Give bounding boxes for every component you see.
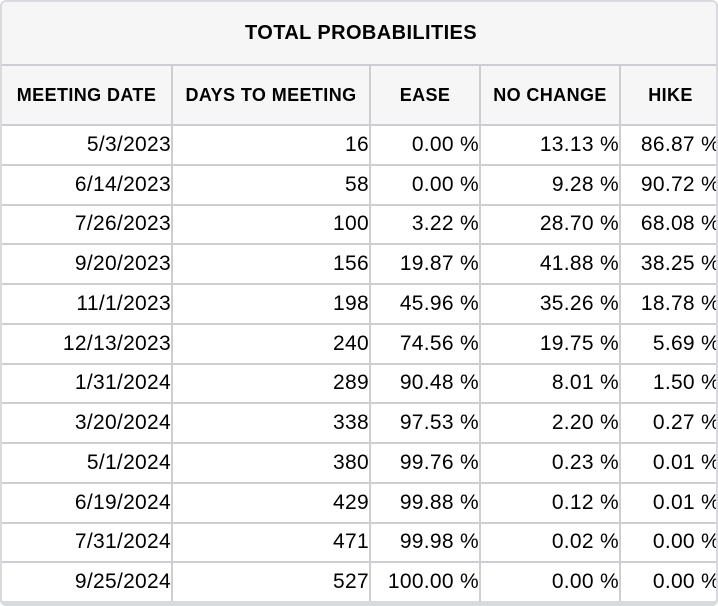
cell-hike: 86.87 %	[618, 124, 716, 166]
cell-hike: 0.27 %	[618, 402, 716, 444]
cell-ease: 45.96 %	[369, 283, 481, 325]
cell-ease: 90.48 %	[369, 362, 481, 405]
cell-no-change: 0.12 %	[479, 481, 621, 524]
cell-ease: 0.00 %	[369, 163, 481, 206]
column-header-ease: EASE	[369, 64, 481, 126]
cell-meeting-date: 11/1/2023	[2, 283, 173, 325]
table-row: 1/31/2024 289 90.48 % 8.01 % 1.50 %	[2, 362, 716, 405]
cell-days-to-meeting: 156	[171, 243, 371, 285]
cell-days-to-meeting: 527	[171, 561, 371, 601]
cell-hike: 0.01 %	[618, 442, 716, 484]
cell-days-to-meeting: 198	[171, 283, 371, 325]
cell-hike: 38.25 %	[618, 243, 716, 285]
table-row: 5/3/2023 16 0.00 % 13.13 % 86.87 %	[2, 124, 716, 166]
cell-no-change: 9.28 %	[479, 163, 621, 206]
cell-ease: 97.53 %	[369, 402, 481, 444]
cell-no-change: 41.88 %	[479, 243, 621, 285]
cell-days-to-meeting: 58	[171, 163, 371, 206]
table-row: 9/25/2024 527 100.00 % 0.00 % 0.00 %	[2, 561, 716, 601]
cell-ease: 3.22 %	[369, 203, 481, 246]
table-row: 6/14/2023 58 0.00 % 9.28 % 90.72 %	[2, 163, 716, 206]
cell-days-to-meeting: 100	[171, 203, 371, 246]
cell-hike: 0.01 %	[618, 481, 716, 524]
table-title-row: TOTAL PROBABILITIES	[2, 2, 716, 66]
cell-ease: 74.56 %	[369, 322, 481, 365]
cell-no-change: 13.13 %	[479, 124, 621, 166]
cell-no-change: 2.20 %	[479, 402, 621, 444]
cell-meeting-date: 5/1/2024	[2, 442, 173, 484]
cell-meeting-date: 12/13/2023	[2, 322, 173, 365]
column-header-days-to-meeting: DAYS TO MEETING	[171, 64, 371, 126]
cell-ease: 100.00 %	[369, 561, 481, 601]
cell-ease: 0.00 %	[369, 124, 481, 166]
table-row: 6/19/2024 429 99.88 % 0.12 % 0.01 %	[2, 481, 716, 524]
cell-no-change: 0.00 %	[479, 561, 621, 601]
cell-days-to-meeting: 289	[171, 362, 371, 405]
table-row: 12/13/2023 240 74.56 % 19.75 % 5.69 %	[2, 322, 716, 365]
table-row: 7/26/2023 100 3.22 % 28.70 % 68.08 %	[2, 203, 716, 246]
column-header-meeting-date: MEETING DATE	[2, 64, 173, 126]
cell-no-change: 8.01 %	[479, 362, 621, 405]
cell-days-to-meeting: 240	[171, 322, 371, 365]
table-row: 5/1/2024 380 99.76 % 0.23 % 0.01 %	[2, 442, 716, 484]
cell-meeting-date: 7/26/2023	[2, 203, 173, 246]
cell-meeting-date: 6/14/2023	[2, 163, 173, 206]
cell-hike: 5.69 %	[618, 322, 716, 365]
cell-ease: 99.98 %	[369, 521, 481, 564]
cell-days-to-meeting: 471	[171, 521, 371, 564]
cell-days-to-meeting: 16	[171, 124, 371, 166]
cell-hike: 68.08 %	[618, 203, 716, 246]
cell-no-change: 0.02 %	[479, 521, 621, 564]
table-row: 11/1/2023 198 45.96 % 35.26 % 18.78 %	[2, 283, 716, 325]
cell-days-to-meeting: 380	[171, 442, 371, 484]
cell-meeting-date: 5/3/2023	[2, 124, 173, 166]
cell-ease: 99.88 %	[369, 481, 481, 524]
table-body: 5/3/2023 16 0.00 % 13.13 % 86.87 % 6/14/…	[2, 124, 716, 601]
table-row: 3/20/2024 338 97.53 % 2.20 % 0.27 %	[2, 402, 716, 444]
table-row: 7/31/2024 471 99.98 % 0.02 % 0.00 %	[2, 521, 716, 564]
cell-hike: 1.50 %	[618, 362, 716, 405]
column-header-no-change: NO CHANGE	[479, 64, 621, 126]
cell-hike: 18.78 %	[618, 283, 716, 325]
cell-no-change: 35.26 %	[479, 283, 621, 325]
cell-days-to-meeting: 338	[171, 402, 371, 444]
column-header-hike: HIKE	[618, 64, 716, 126]
table-header-row: MEETING DATE DAYS TO MEETING EASE NO CHA…	[2, 64, 716, 126]
cell-hike: 0.00 %	[618, 521, 716, 564]
cell-ease: 99.76 %	[369, 442, 481, 484]
cell-ease: 19.87 %	[369, 243, 481, 285]
cell-meeting-date: 9/20/2023	[2, 243, 173, 285]
cell-hike: 90.72 %	[618, 163, 716, 206]
cell-no-change: 19.75 %	[479, 322, 621, 365]
table-title: TOTAL PROBABILITIES	[2, 2, 716, 66]
cell-meeting-date: 9/25/2024	[2, 561, 173, 601]
cell-meeting-date: 1/31/2024	[2, 362, 173, 405]
cell-no-change: 0.23 %	[479, 442, 621, 484]
cell-meeting-date: 7/31/2024	[2, 521, 173, 564]
cell-meeting-date: 6/19/2024	[2, 481, 173, 524]
cell-meeting-date: 3/20/2024	[2, 402, 173, 444]
table-row: 9/20/2023 156 19.87 % 41.88 % 38.25 %	[2, 243, 716, 285]
cell-no-change: 28.70 %	[479, 203, 621, 246]
cell-hike: 0.00 %	[618, 561, 716, 601]
cell-days-to-meeting: 429	[171, 481, 371, 524]
